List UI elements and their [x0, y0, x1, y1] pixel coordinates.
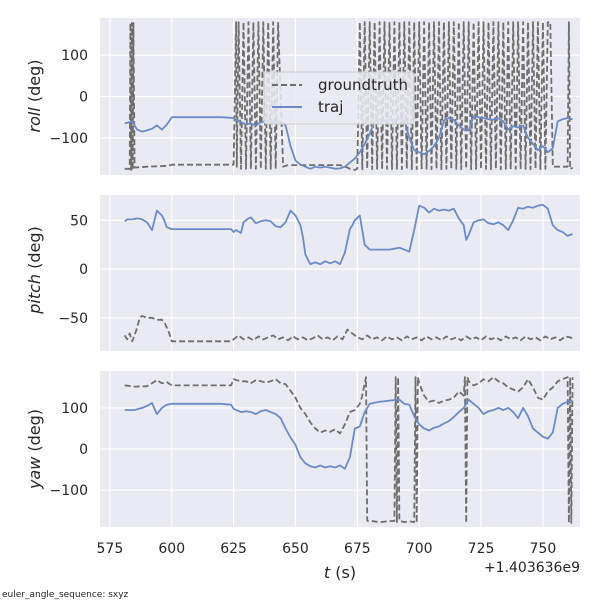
pitch-yticks: −50 0 50 — [58, 213, 88, 327]
xtick-label: 650 — [282, 541, 309, 557]
ytick-label: 0 — [79, 90, 88, 106]
xtick-label: 725 — [468, 541, 495, 557]
yaw-xticks: 575 600 625 650 675 700 725 750 — [97, 541, 557, 557]
pitch-lines — [123, 203, 573, 343]
roll-panel: −100 0 100 roll (deg) groundtruth traj — [25, 18, 580, 175]
pitch-panel: −50 0 50 pitch (deg) — [25, 195, 580, 351]
series-traj — [124, 398, 573, 470]
footer-note: euler_angle_sequence: sxyz — [2, 590, 129, 600]
legend-traj-label: traj — [318, 98, 343, 116]
series-traj — [124, 115, 573, 170]
xtick-label: 600 — [158, 541, 185, 557]
xtick-label: 675 — [344, 541, 371, 557]
xtick-label: 625 — [220, 541, 247, 557]
ytick-label: −100 — [50, 483, 88, 499]
pitch-grid — [100, 195, 580, 351]
series-traj — [124, 203, 573, 266]
pitch-axes-background — [100, 195, 580, 351]
yaw-yticks: −100 0 100 — [50, 401, 88, 499]
ytick-label: −50 — [58, 311, 88, 327]
ytick-label: 0 — [79, 262, 88, 278]
ytick-label: 50 — [70, 213, 88, 229]
xtick-label: 750 — [530, 541, 557, 557]
yaw-panel: −100 0 100 575 600 625 650 675 700 725 750 yaw (d… — [25, 371, 580, 582]
x-axis-label: t (s) — [324, 563, 356, 582]
legend-groundtruth-label: groundtruth — [318, 76, 408, 94]
ytick-label: 100 — [61, 401, 88, 417]
ytick-label: 100 — [61, 48, 88, 64]
yaw-ylabel: yaw (deg) — [25, 409, 44, 490]
ytick-label: 0 — [79, 442, 88, 458]
roll-ylabel: roll (deg) — [25, 60, 44, 133]
legend: groundtruth traj — [263, 71, 415, 125]
pitch-ylabel: pitch (deg) — [25, 226, 44, 315]
yaw-lines — [124, 376, 574, 524]
x-offset-label: +1.403636e9 — [484, 560, 580, 576]
roll-yticks: −100 0 100 — [50, 48, 88, 147]
ytick-label: −100 — [50, 131, 88, 147]
xtick-label: 700 — [406, 541, 433, 557]
xtick-label: 575 — [97, 541, 124, 557]
series-groundtruth — [124, 376, 574, 524]
